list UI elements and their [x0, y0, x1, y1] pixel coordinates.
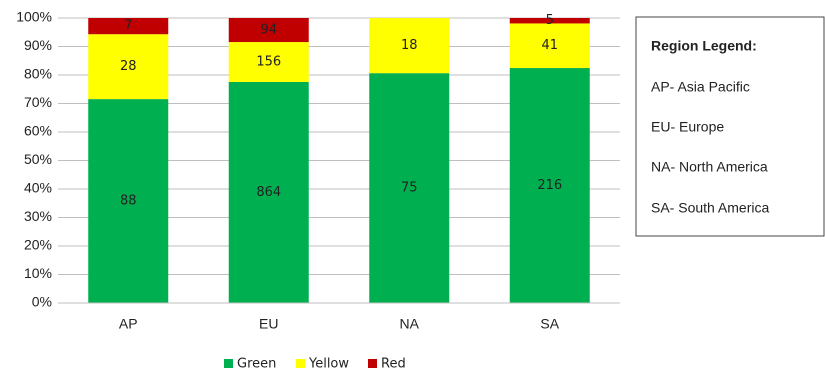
data-label: 75 [401, 181, 418, 196]
data-label: 864 [256, 185, 281, 200]
bar-segment [228, 42, 309, 82]
y-tick-label: 70% [24, 94, 52, 110]
bar-segment [509, 68, 590, 303]
note-item: SA- South America [651, 200, 769, 216]
data-label: 41 [541, 38, 558, 53]
y-tick-label: 90% [24, 37, 52, 53]
data-label: 94 [260, 23, 277, 38]
bar-segment [369, 73, 450, 304]
data-label: 5 [546, 13, 554, 28]
bar-segment [88, 34, 169, 100]
bar-segment [88, 18, 169, 35]
x-tick-label: EU [259, 316, 278, 332]
note-item: AP- Asia Pacific [651, 79, 750, 95]
y-tick-label: 20% [24, 237, 52, 253]
legend-swatch [296, 359, 305, 368]
legend-label: Red [381, 357, 406, 372]
data-label: 156 [256, 55, 281, 70]
bar-segment [369, 18, 450, 74]
legend-label: Green [237, 357, 276, 372]
data-label: 18 [401, 38, 418, 53]
note-item: NA- North America [651, 159, 768, 175]
data-label: 88 [120, 194, 137, 209]
legend-swatch [224, 359, 233, 368]
x-tick-label: SA [540, 316, 559, 332]
y-tick-label: 0% [32, 294, 52, 310]
x-tick-label: AP [119, 316, 138, 332]
y-tick-label: 30% [24, 208, 52, 224]
bar-segment [228, 81, 309, 303]
data-label: 7 [124, 19, 132, 34]
legend-label: Yellow [308, 357, 349, 372]
note-title: Region Legend: [651, 38, 757, 54]
y-tick-label: 100% [16, 9, 52, 25]
y-tick-label: 60% [24, 123, 52, 139]
note-box [635, 16, 825, 237]
x-tick-label: NA [400, 316, 420, 332]
y-tick-label: 80% [24, 66, 52, 82]
y-tick-label: 10% [24, 265, 52, 281]
note-item: EU- Europe [651, 119, 724, 135]
bar-segment [509, 18, 590, 24]
bar-segment [88, 99, 169, 303]
bar-segment [509, 23, 590, 69]
y-tick-label: 50% [24, 151, 52, 167]
y-tick-label: 40% [24, 180, 52, 196]
bar-segment [228, 18, 309, 43]
legend-swatch [368, 359, 377, 368]
data-label: 28 [120, 59, 137, 74]
data-label: 216 [537, 178, 562, 193]
